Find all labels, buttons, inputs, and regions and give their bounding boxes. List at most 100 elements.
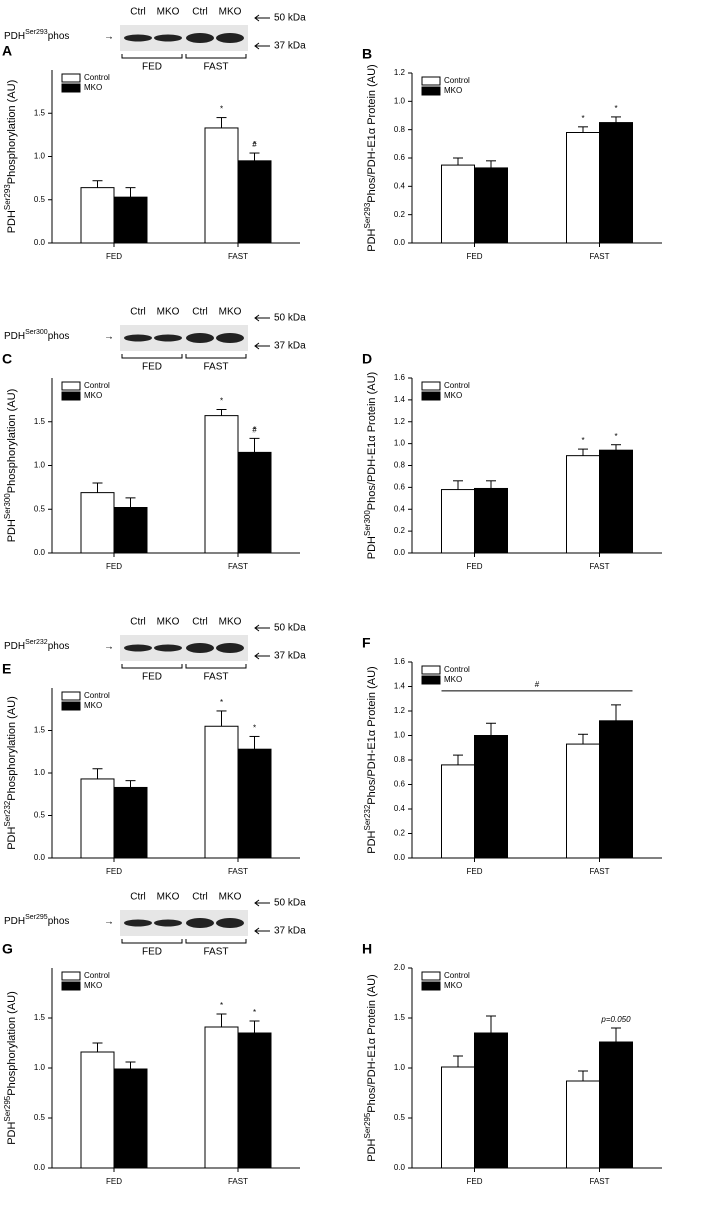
annotation: * — [581, 114, 584, 123]
lane-label: Ctrl — [130, 307, 146, 318]
lane-label: MKO — [157, 307, 180, 318]
y-axis-label-part: Ser300 — [3, 493, 12, 519]
bar — [441, 489, 475, 554]
group-label: FED — [142, 62, 162, 73]
legend-label: Control — [444, 76, 470, 85]
lane-label: MKO — [157, 7, 180, 18]
bar — [441, 164, 475, 244]
bar — [204, 725, 239, 859]
group-bracket — [185, 354, 247, 359]
panel-label: A — [2, 43, 12, 59]
blot-label-part: phos — [48, 916, 70, 927]
group-bracket — [185, 664, 247, 669]
bar — [80, 1051, 115, 1169]
marker-label: 37 kDa — [274, 41, 306, 52]
bar — [566, 455, 600, 554]
x-tick-label: FED — [467, 252, 483, 261]
y-tick-label: 0.0 — [34, 853, 46, 862]
legend-swatch — [421, 76, 441, 86]
legend-label: MKO — [444, 675, 462, 684]
x-tick-label: FAST — [228, 562, 248, 571]
x-tick-label: FED — [106, 252, 122, 261]
panel-label: D — [362, 351, 372, 367]
x-tick-label: FED — [106, 1177, 122, 1186]
y-tick-label: 0.8 — [394, 755, 406, 764]
blot-band — [154, 644, 182, 652]
bar — [474, 1032, 508, 1169]
group-bracket — [121, 664, 183, 669]
group-bracket — [121, 354, 183, 359]
lane-label: MKO — [219, 7, 242, 18]
y-tick-label: 1.4 — [394, 395, 406, 404]
blot-band — [124, 644, 152, 652]
bar — [474, 735, 508, 859]
marker-label: 50 kDa — [274, 898, 306, 909]
x-tick-label: FED — [467, 562, 483, 571]
bar — [237, 1032, 272, 1169]
annotation: * — [253, 425, 256, 434]
bar — [113, 1068, 148, 1169]
blot-arrow: → — [104, 917, 114, 928]
annotation: * — [253, 140, 256, 149]
x-tick-label: FAST — [589, 867, 609, 876]
group-label: FAST — [203, 362, 228, 373]
marker-label: 37 kDa — [274, 651, 306, 662]
lane-label: Ctrl — [130, 617, 146, 628]
y-axis-label-part: Ser295 — [3, 1095, 12, 1121]
lane-label: Ctrl — [192, 7, 208, 18]
group-bracket — [121, 54, 183, 59]
panel-label: G — [2, 941, 13, 957]
x-tick-label: FAST — [228, 1177, 248, 1186]
legend-label: Control — [444, 971, 470, 980]
bar — [566, 743, 600, 859]
legend-swatch — [421, 391, 441, 401]
y-axis-label-part: Phosphorylation (AU) — [6, 696, 18, 801]
annotation: # — [252, 425, 257, 434]
legend-swatch — [61, 971, 81, 981]
y-axis-label-part: Ser295 — [363, 1112, 372, 1138]
y-tick-label: 1.5 — [394, 1013, 406, 1022]
legend-label: MKO — [444, 391, 462, 400]
group-label: FED — [142, 362, 162, 373]
blot-band — [154, 334, 182, 342]
y-tick-label: 1.0 — [34, 152, 46, 161]
blot-label: PDHSer232phos — [4, 639, 69, 651]
blot-label-part: PDH — [4, 31, 25, 42]
y-tick-label: 1.0 — [34, 461, 46, 470]
marker-arrowhead — [254, 342, 260, 350]
y-axis-label-part: PDH — [6, 827, 18, 850]
marker-label: 37 kDa — [274, 341, 306, 352]
blot-arrow: → — [104, 642, 114, 653]
blot-band — [154, 34, 182, 42]
bar — [474, 487, 508, 554]
group-bracket — [185, 54, 247, 59]
y-tick-label: 1.0 — [394, 439, 406, 448]
annotation: * — [220, 397, 223, 406]
y-tick-label: 1.6 — [394, 373, 406, 382]
y-axis-label-part: Ser300 — [363, 510, 372, 536]
y-tick-label: 0.4 — [394, 181, 406, 190]
y-tick-label: 2.0 — [394, 963, 406, 972]
y-axis-label-part: PDH — [6, 1122, 18, 1145]
annotation: * — [614, 104, 617, 113]
x-tick-label: FAST — [589, 562, 609, 571]
y-tick-label: 0.5 — [34, 195, 46, 204]
bar — [204, 127, 239, 244]
y-tick-label: 0.6 — [394, 482, 406, 491]
y-axis-label: PDHSer300Phosphorylation (AU) — [3, 389, 18, 543]
bar — [113, 786, 148, 859]
legend-swatch — [421, 971, 441, 981]
bar — [566, 1080, 600, 1169]
panel-label: H — [362, 941, 372, 957]
y-axis-label: PDHSer232Phos/PDH-E1α Protein (AU) — [363, 666, 378, 853]
western-blot: Ctrl MKO Ctrl MKO PDHSer300phos → 50 kDa 37 kDa… — [4, 307, 306, 373]
blot-label-part: PDH — [4, 641, 25, 652]
legend-swatch — [61, 981, 81, 991]
annotation: p=0.050 — [600, 1015, 631, 1024]
y-tick-label: 1.0 — [394, 731, 406, 740]
y-tick-label: 0.8 — [394, 125, 406, 134]
marker-arrowhead — [254, 624, 260, 632]
annotation: * — [253, 724, 256, 733]
blot-band — [154, 919, 182, 927]
annotation: * — [581, 436, 584, 445]
